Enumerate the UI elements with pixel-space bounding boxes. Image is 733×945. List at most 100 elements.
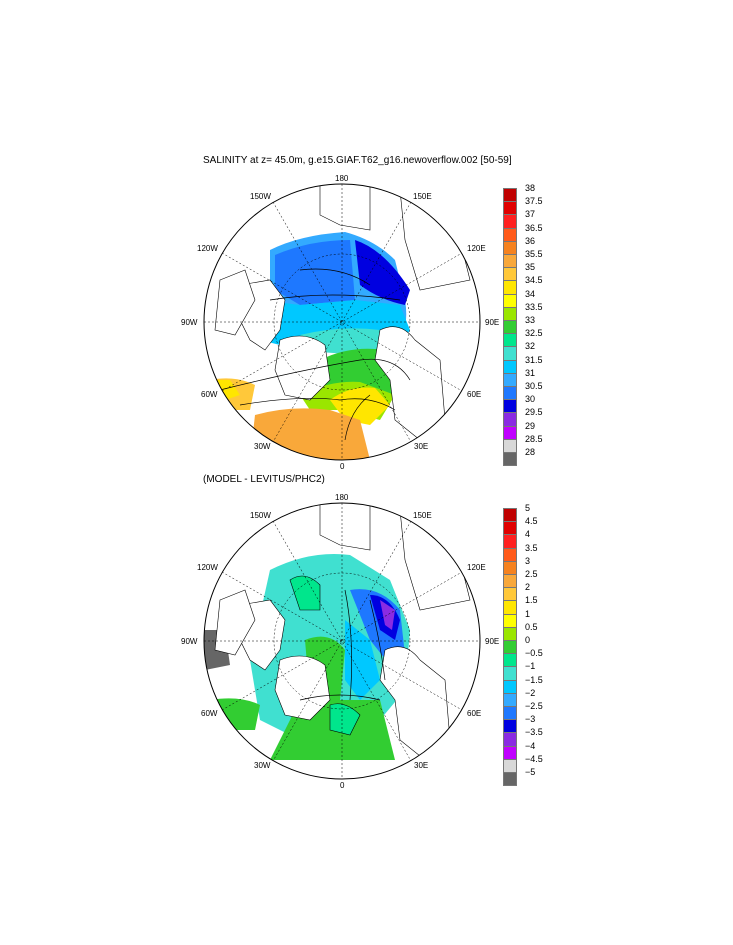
colorbar-label: 28.5 [525, 433, 543, 444]
colorbar-label: −1 [525, 661, 536, 672]
colorbar-swatch [503, 293, 517, 308]
colorbar-label: 35.5 [525, 249, 543, 259]
difference-field [204, 503, 480, 779]
colorbar-swatch [503, 547, 517, 562]
lon-label-0: 0 [340, 781, 345, 790]
colorbar-swatch [503, 254, 517, 269]
lon-label-180: 180 [335, 493, 349, 502]
colorbar-label: 30.5 [525, 381, 543, 391]
lon-label-150e: 150E [413, 192, 432, 201]
panel-1-title: SALINITY at z= 45.0m, g.e15.GIAF.T62_g16… [203, 155, 512, 166]
colorbar-swatch [503, 227, 517, 242]
colorbar-swatch [503, 653, 517, 668]
colorbar-label: 2.5 [525, 569, 538, 579]
colorbar-swatch [503, 679, 517, 694]
colorbar-swatch [503, 280, 517, 295]
salinity-field [204, 184, 480, 460]
colorbar-label: 5 [525, 503, 531, 513]
colorbar-swatch [503, 188, 517, 203]
colorbar-label: 29.5 [525, 407, 543, 418]
colorbar-label: −4.5 [525, 753, 543, 764]
colorbar-swatch [503, 666, 517, 681]
colorbar-swatch [503, 574, 517, 589]
lon-label-120w: 120W [197, 244, 218, 253]
panel-2-title: (MODEL - LEVITUS/PHC2) [203, 474, 325, 485]
lon-label-30e: 30E [414, 442, 429, 451]
colorbar-label: −3.5 [525, 727, 543, 738]
colorbar-swatch [503, 359, 517, 374]
colorbar-swatch [503, 452, 517, 467]
colorbar-swatch [503, 560, 517, 575]
colorbar-swatch [503, 438, 517, 453]
colorbar-swatch [503, 508, 517, 523]
colorbar-label: 28 [525, 447, 536, 457]
colorbar-label: −2.5 [525, 701, 543, 711]
colorbar-label: −3 [525, 714, 536, 725]
colorbar-label: 4 [525, 529, 531, 540]
colorbar-label: 33 [525, 315, 536, 325]
colorbar-label: 31.5 [525, 354, 543, 365]
colorbar-swatch [503, 214, 517, 229]
colorbar-swatch [503, 732, 517, 747]
colorbar-swatch [503, 640, 517, 655]
colorbar-label: 37.5 [525, 196, 543, 207]
colorbar-label: 32.5 [525, 328, 543, 339]
lon-label-150e: 150E [413, 511, 432, 520]
colorbar-label: 1 [525, 608, 531, 619]
lon-label-60e: 60E [467, 390, 482, 399]
colorbar-label: 38 [525, 183, 536, 193]
lon-label-90w: 90W [181, 318, 198, 327]
colorbar-swatch [503, 320, 517, 335]
colorbar-label: 33.5 [525, 301, 543, 312]
colorbar-swatch [503, 692, 517, 707]
colorbar-label: −5 [525, 767, 536, 777]
lon-label-30w: 30W [254, 442, 271, 451]
graticule-2 [204, 503, 480, 779]
colorbar-label: 36.5 [525, 222, 543, 233]
colorbar-swatch [503, 412, 517, 427]
colorbar-swatch [503, 346, 517, 361]
colorbar-label: −1.5 [525, 674, 543, 685]
colorbar-label: 0.5 [525, 621, 538, 632]
colorbar-swatch [503, 521, 517, 536]
colorbar-label: 31 [525, 367, 536, 378]
colorbar-swatch [503, 240, 517, 255]
colorbar-label: 34 [525, 288, 536, 299]
lon-label-30w: 30W [254, 761, 271, 770]
colorbar-label: −2 [525, 687, 536, 698]
colorbar-label: 35 [525, 262, 536, 273]
colorbar-swatch [503, 626, 517, 641]
colorbar-swatch [503, 425, 517, 440]
colorbar-label: −0.5 [525, 648, 543, 659]
colorbar-label: 32 [525, 341, 536, 352]
colorbar-swatch [503, 306, 517, 321]
colorbar-label: 1.5 [525, 595, 538, 606]
lon-label-60w: 60W [201, 390, 218, 399]
colorbar-label: 36 [525, 235, 536, 246]
lon-label-180: 180 [335, 174, 349, 183]
colorbar-swatch [503, 706, 517, 721]
colorbar-label: 37 [525, 209, 536, 220]
lon-label-120e: 120E [467, 244, 486, 253]
lon-label-90e: 90E [485, 637, 500, 646]
colorbar-label: 34.5 [525, 275, 543, 286]
lon-label-0: 0 [340, 462, 345, 471]
colorbar-label: 30 [525, 394, 536, 405]
lon-label-120w: 120W [197, 563, 218, 572]
colorbar-label: 4.5 [525, 516, 538, 527]
lon-label-30e: 30E [414, 761, 429, 770]
lon-label-90w: 90W [181, 637, 198, 646]
colorbar-swatch [503, 587, 517, 602]
lon-label-60e: 60E [467, 709, 482, 718]
lon-label-60w: 60W [201, 709, 218, 718]
colorbar-swatch [503, 333, 517, 348]
lon-label-150w: 150W [250, 192, 271, 201]
lon-label-120e: 120E [467, 563, 486, 572]
colorbar-label: −4 [525, 740, 536, 751]
colorbar-swatch [503, 372, 517, 387]
colorbar-swatch [503, 267, 517, 282]
colorbar-swatch [503, 719, 517, 734]
colorbar-label: 2 [525, 582, 531, 593]
colorbar-swatch [503, 600, 517, 615]
